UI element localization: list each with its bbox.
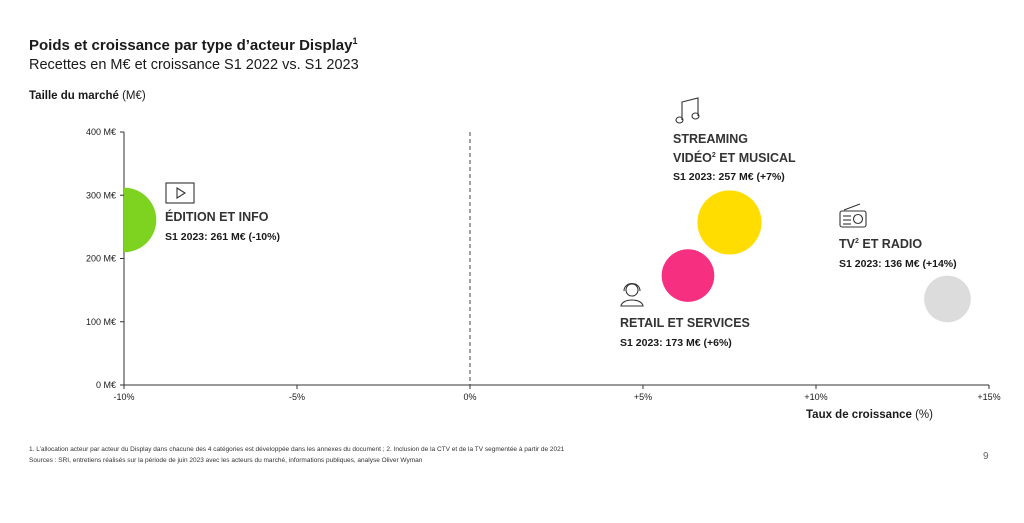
bubble-label-title: VIDÉO2 ET MUSICAL [673,150,796,165]
x-axis-label: Taux de croissance (%) [806,409,933,421]
page-title: Poids et croissance par type d’acteur Di… [29,36,358,54]
x-tick-label: -5% [289,392,305,402]
y-axis-label: Taille du marché (M€) [29,90,146,102]
bubble-point [697,190,762,255]
bubble-point [124,187,157,253]
x-tick-label: 0% [463,392,476,402]
bubble-label-value: S1 2023: 173 M€ (+6%) [620,337,732,349]
y-tick-label: 200 M€ [86,254,116,264]
headset-icon [620,282,644,307]
radio-icon [839,203,867,228]
y-tick-label: 300 M€ [86,190,116,200]
bubble-label-title: ÉDITION ET INFO [165,209,269,224]
bubble-label-value: S1 2023: 257 M€ (+7%) [673,171,785,183]
page-number: 9 [983,451,989,462]
video-play-icon [165,182,195,204]
bubble-point [924,275,971,323]
x-tick-label: +5% [634,392,652,402]
page-subtitle: Recettes en M€ et croissance S1 2022 vs.… [29,57,359,73]
x-tick-label: +10% [804,392,827,402]
x-tick-label: -10% [113,392,134,402]
music-note-icon [675,97,700,124]
title-footnote-mark: 1 [352,36,358,46]
x-tick-label: +15% [977,392,1000,402]
bubble-label-value: S1 2023: 261 M€ (-10%) [165,231,280,243]
bubble-label-value: S1 2023: 136 M€ (+14%) [839,258,957,270]
bubble-point [661,249,715,302]
footnote-sources: Sources : SRI, entretiens réalisés sur l… [29,457,423,464]
bubble-label-title: TV2 ET RADIO [839,237,922,251]
y-tick-label: 400 M€ [86,127,116,137]
bubble-label-title: RETAIL ET SERVICES [620,316,750,330]
y-tick-label: 100 M€ [86,317,116,327]
bubble-label-title: STREAMING [673,132,748,146]
footnote-1: 1. L’allocation acteur par acteur du Dis… [29,446,565,453]
y-tick-label: 0 M€ [96,380,116,390]
